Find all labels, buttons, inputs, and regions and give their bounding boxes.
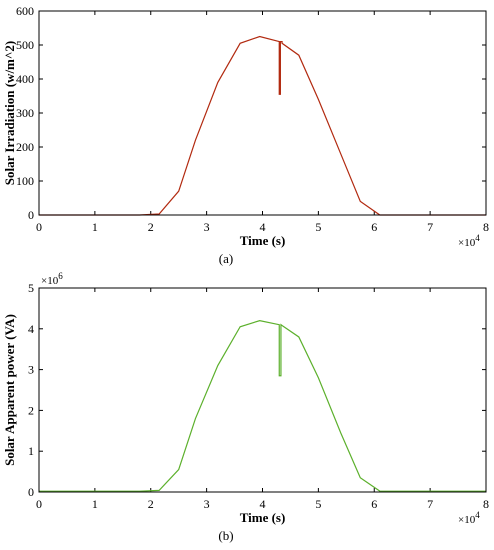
x-tick-label-a: 1: [92, 220, 98, 234]
x-tick-label-a: 5: [315, 220, 321, 234]
plot-frame-a: [38, 10, 487, 216]
y-tick-label-a: 200: [16, 140, 34, 154]
x-tick-label-a: 4: [260, 220, 266, 234]
y-tick-label-a: 500: [16, 38, 34, 52]
y-tick-label-b: 2: [28, 403, 34, 417]
x-tick-label-a: 7: [427, 220, 433, 234]
panel-a-irradiation-chart: 0 100 200 300 400 500 600 0 1 2 3 4 5 6 7 8 Time (s) S…: [2, 4, 489, 266]
x-tick-label-b: 5: [315, 497, 321, 511]
y-tick-label-a: 600: [16, 4, 34, 18]
panel-label-b: (b): [218, 528, 233, 543]
y-tick-label-b: 5: [28, 281, 34, 295]
y-multiplier-b: ×106: [41, 271, 63, 287]
y-axis-label-b: Solar Apparent power (VA): [2, 314, 17, 466]
x-tick-label-a: 0: [36, 220, 42, 234]
x-tick-label-b: 0: [36, 497, 42, 511]
x-tick-label-b: 2: [148, 497, 154, 511]
x-multiplier-b: ×104: [458, 510, 480, 526]
y-tick-label-b: 1: [28, 444, 34, 458]
panel-label-a: (a): [219, 251, 233, 266]
x-tick-label-b: 4: [260, 497, 266, 511]
x-tick-label-b: 3: [204, 497, 210, 511]
x-tick-label-a: 6: [371, 220, 377, 234]
y-tick-label-b: 0: [28, 485, 34, 499]
panel-b-apparent-power-chart: 0 1 2 3 4 5 0 1 2 3 4 5 6 7 8 Time (s) Solar Apparent…: [2, 271, 489, 543]
x-tick-label-b: 1: [92, 497, 98, 511]
apparent-power-series-line: [39, 320, 486, 492]
x-tick-label-a: 8: [483, 220, 489, 234]
y-tick-label-a: 100: [16, 174, 34, 188]
x-tick-label-a: 2: [148, 220, 154, 234]
y-tick-label-b: 4: [28, 322, 34, 336]
x-axis-label-a: Time (s): [240, 233, 286, 248]
y-axis-label-a: Solar Irradiation (w/m^2): [2, 41, 17, 186]
x-tick-label-a: 3: [204, 220, 210, 234]
x-multiplier-a: ×104: [458, 233, 480, 249]
y-tick-label-a: 0: [28, 208, 34, 222]
plot-frame-b: [38, 287, 487, 493]
x-axis-label-b: Time (s): [240, 510, 286, 525]
x-tick-label-b: 6: [371, 497, 377, 511]
x-tick-label-b: 7: [427, 497, 433, 511]
y-tick-label-a: 400: [16, 72, 34, 86]
irradiation-series-line: [39, 35, 486, 216]
x-tick-label-b: 8: [483, 497, 489, 511]
y-tick-label-b: 3: [28, 363, 34, 377]
y-tick-label-a: 300: [16, 106, 34, 120]
